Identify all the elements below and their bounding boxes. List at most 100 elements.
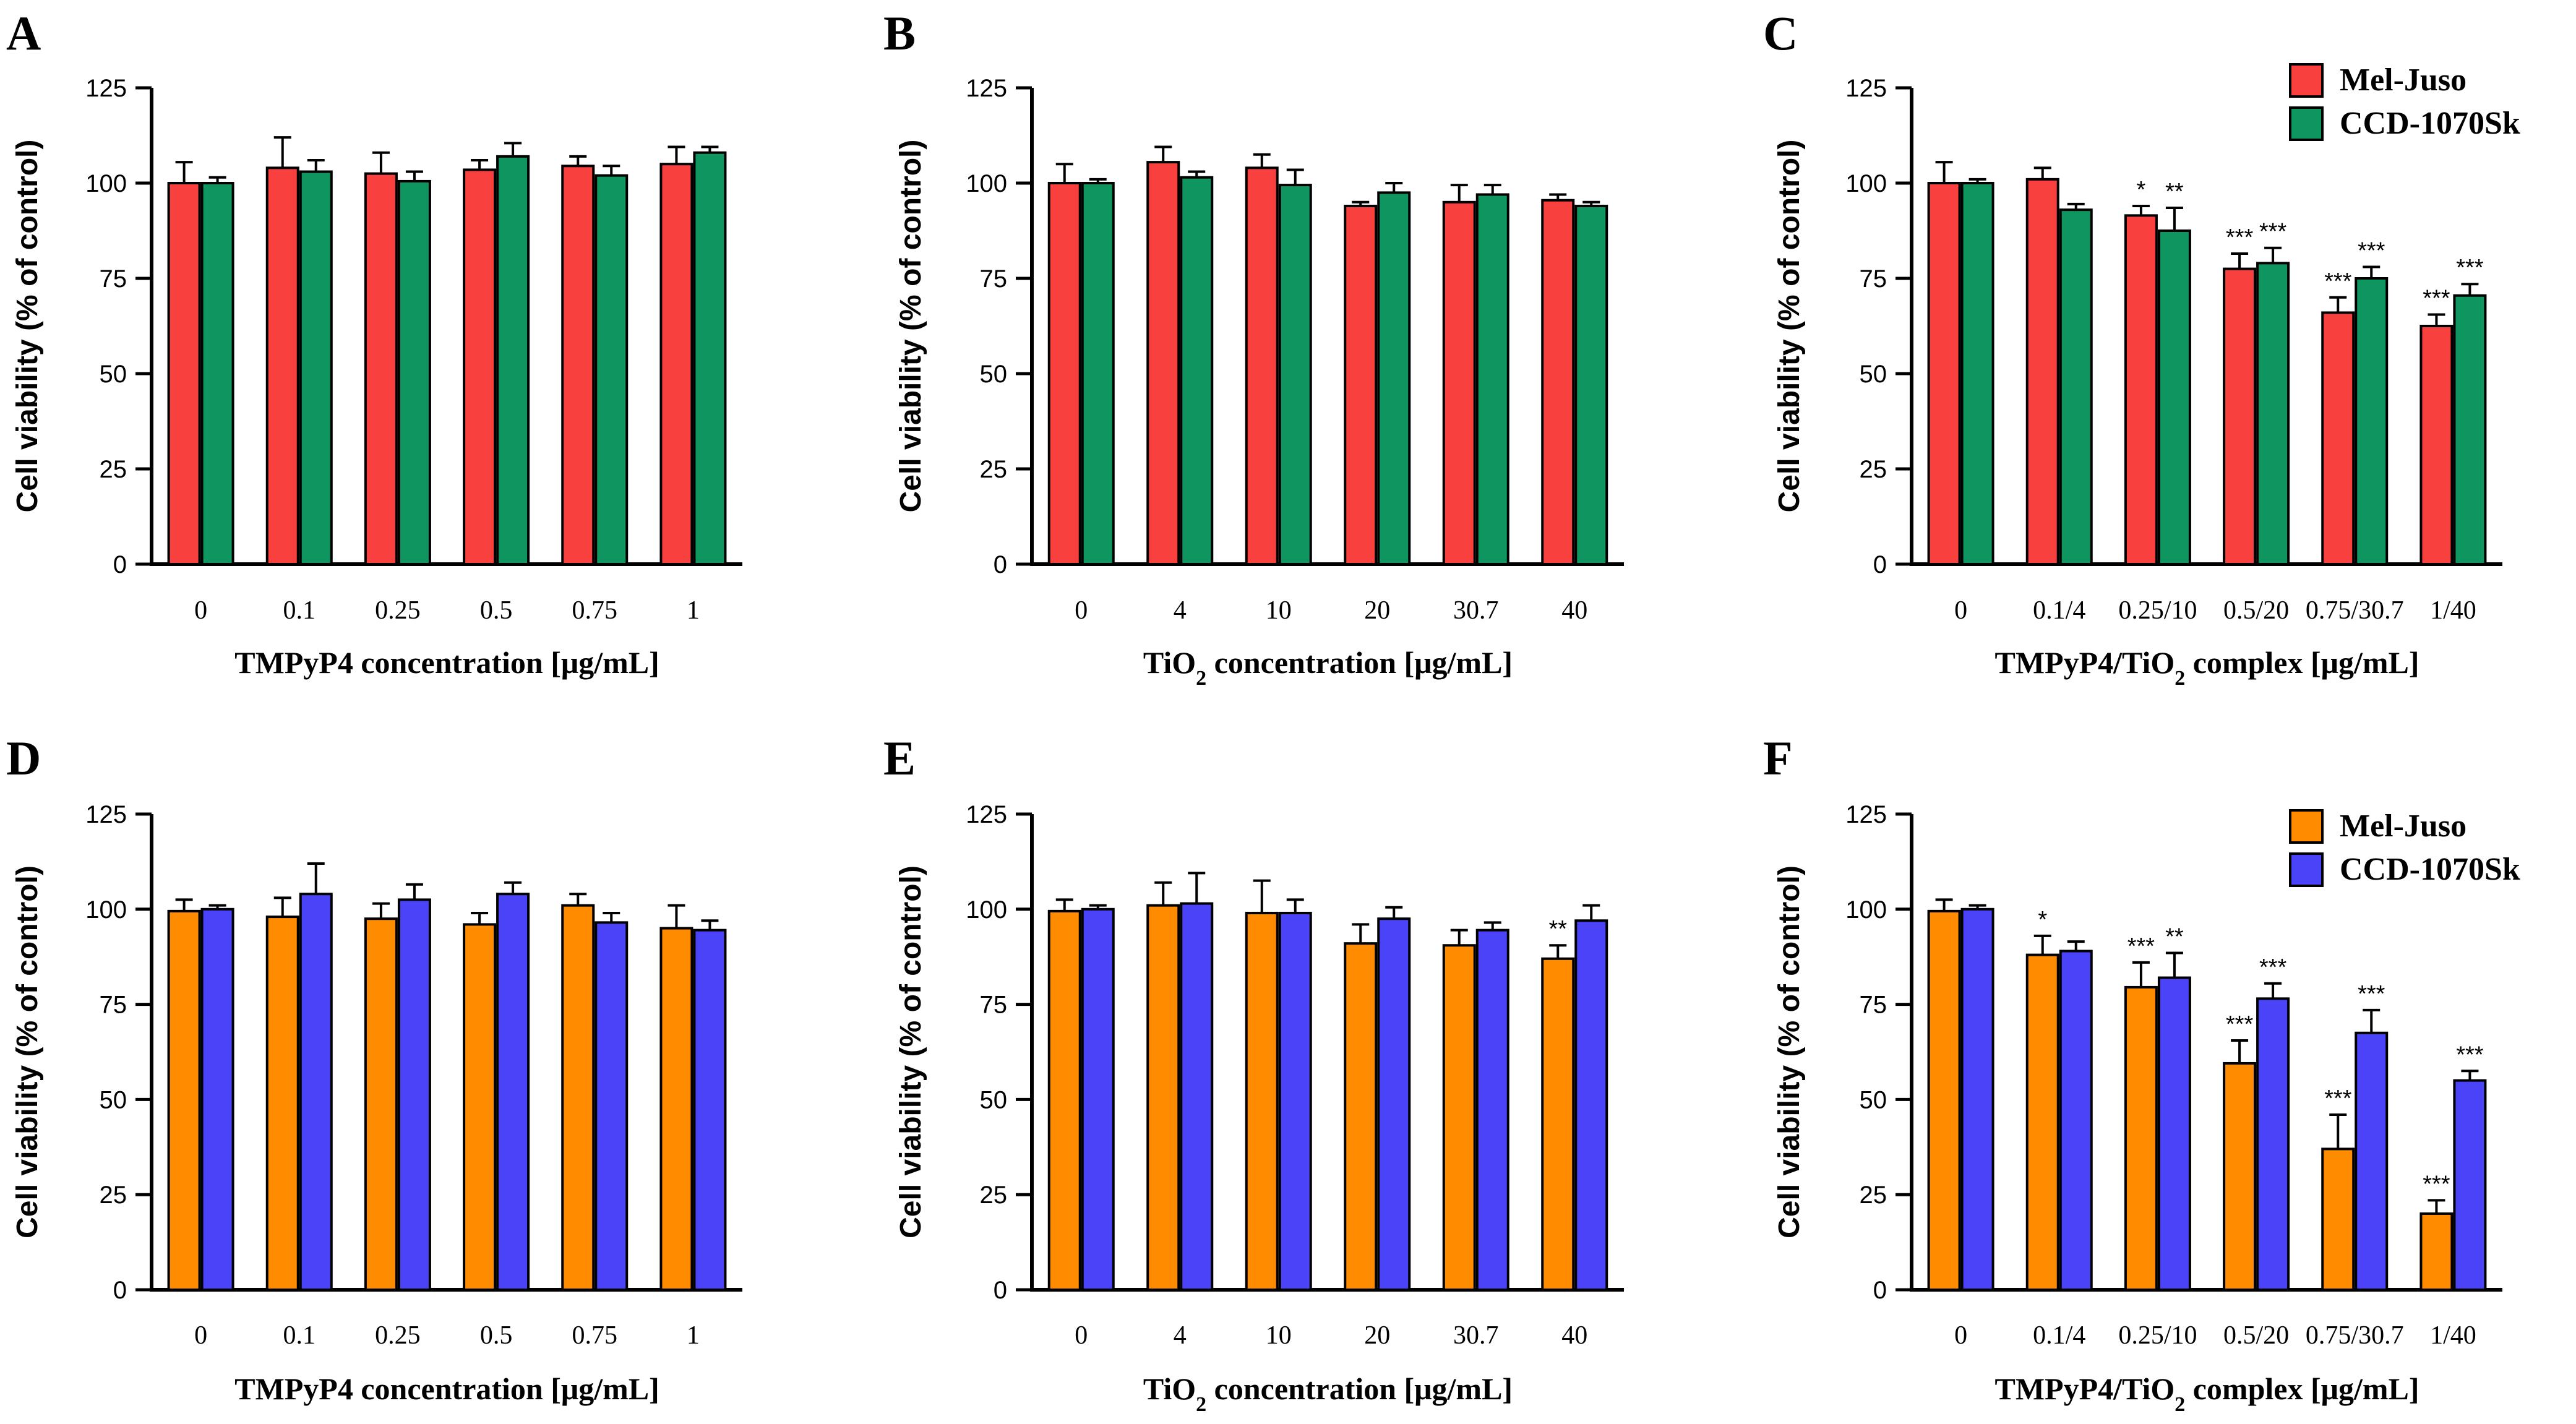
x-tick-label: 0.25/10 <box>2118 1321 2197 1350</box>
panel-label-c: C <box>1763 6 1798 60</box>
x-axis-title: TMPyP4 concentration [μg/mL] <box>234 1371 659 1406</box>
x-tick-label: 0 <box>1075 596 1088 625</box>
y-tick-label: 125 <box>966 75 1007 102</box>
panel-label-a: A <box>6 6 41 60</box>
bar-ccd-1070sk <box>299 170 333 565</box>
legend-label: Mel-Juso <box>2340 809 2467 844</box>
y-tick-label: 50 <box>1860 1086 1887 1113</box>
y-tick-label: 0 <box>994 551 1007 578</box>
y-tick-label: 25 <box>100 1182 127 1209</box>
y-tick-label: 25 <box>1860 1182 1887 1209</box>
y-tick-label: 75 <box>100 992 127 1019</box>
x-tick-label: 20 <box>1364 596 1390 625</box>
bar-ccd-1070sk <box>693 929 727 1291</box>
bar-mel-juso <box>1047 909 1081 1291</box>
bar-ccd-1070sk <box>595 174 629 565</box>
bar-ccd-1070sk <box>1960 907 1994 1292</box>
x-axis-title: TiO2 concentration [μg/mL] <box>1143 645 1513 690</box>
significance-label: *** <box>2358 981 2385 1007</box>
x-tick-label: 30.7 <box>1453 596 1499 625</box>
bar-mel-juso <box>1047 182 1081 565</box>
bar-mel-juso <box>659 163 693 565</box>
bar-mel-juso <box>1146 161 1180 565</box>
x-tick-label: 0 <box>1954 596 1967 625</box>
panel-label-f: F <box>1763 731 1793 785</box>
bar-mel-juso <box>561 904 595 1291</box>
legend-label: CCD-1070Sk <box>2340 106 2520 141</box>
bar-ccd-1070sk <box>1574 919 1608 1291</box>
significance-label: * <box>2137 177 2146 203</box>
bar-mel-juso <box>1442 944 1476 1291</box>
y-tick-label: 75 <box>980 265 1008 293</box>
x-tick-label: 0.1 <box>283 1321 316 1350</box>
x-axis-title: TMPyP4 concentration [μg/mL] <box>234 645 659 680</box>
significance-label: *** <box>2127 933 2155 959</box>
y-tick-label: 75 <box>1860 265 1887 293</box>
bar-mel-juso <box>2025 953 2059 1291</box>
y-tick-label: 100 <box>85 170 127 197</box>
y-tick-label: 100 <box>1845 896 1887 924</box>
y-tick-label: 75 <box>1860 992 1887 1019</box>
significance-label: *** <box>2259 954 2287 980</box>
panel-d: D 0 25 50 75 100 125 Cell viability (% of contr… <box>6 731 742 1406</box>
bar-mel-juso <box>2223 267 2257 565</box>
x-axis-title: TMPyP4/TiO2 complex [μg/mL] <box>1994 1371 2419 1416</box>
x-axis-title-part: TiO <box>1143 1371 1196 1406</box>
bar-mel-juso <box>561 165 595 565</box>
x-tick-label: 0.25/10 <box>2118 596 2197 625</box>
bar-ccd-1070sk <box>2157 976 2191 1291</box>
y-tick-label: 125 <box>966 801 1007 828</box>
x-axis-title-part: concentration [μg/mL] <box>1206 645 1513 680</box>
bar-mel-juso <box>2223 1062 2257 1292</box>
x-tick-label: 1 <box>687 1321 700 1350</box>
x-tick-label: 1/40 <box>2430 1321 2476 1350</box>
x-tick-label: 0.75 <box>572 1321 618 1350</box>
bar-mel-juso <box>1541 199 1575 566</box>
bar-ccd-1070sk <box>496 155 530 565</box>
panel-label-b: B <box>883 6 916 60</box>
bar-mel-juso <box>265 916 299 1291</box>
significance-label: *** <box>2226 1011 2254 1037</box>
x-axis-title-subscript: 2 <box>2175 1393 2185 1416</box>
x-axis-title-part: TMPyP4/TiO <box>1994 1371 2175 1406</box>
bar-mel-juso <box>265 166 299 565</box>
x-axis-title-subscript: 2 <box>2175 667 2185 690</box>
x-tick-label: 0.5/20 <box>2223 596 2289 625</box>
bar-ccd-1070sk <box>595 921 629 1292</box>
y-tick-label: 25 <box>980 456 1008 483</box>
y-tick-label: 100 <box>966 896 1007 924</box>
bar-ccd-1070sk <box>1278 911 1312 1291</box>
x-tick-label: 0.25 <box>375 596 421 625</box>
panel-c: C 0 25 50 75 100 125 Cell viability (% of contr… <box>1763 6 2502 690</box>
x-axis-title-part: TMPyP4/TiO <box>1994 645 2175 680</box>
y-axis-title: Cell viability (% of control) <box>11 865 44 1238</box>
bar-mel-juso <box>2321 1147 2355 1291</box>
y-tick-label: 0 <box>113 1277 127 1304</box>
significance-label: *** <box>2423 1171 2450 1197</box>
significance-label: ** <box>2165 924 2184 950</box>
bar-mel-juso <box>2025 178 2059 565</box>
y-tick-label: 125 <box>85 75 127 102</box>
bar-mel-juso <box>463 168 497 565</box>
bar-ccd-1070sk <box>2453 294 2487 565</box>
x-axis-title: TMPyP4/TiO2 complex [μg/mL] <box>1994 645 2419 690</box>
significance-label: ** <box>1548 916 1567 942</box>
x-tick-label: 0.1/4 <box>2033 596 2085 625</box>
significance-label: *** <box>2324 1086 2352 1112</box>
legend-top: Mel-Juso CCD-1070Sk <box>2289 62 2520 141</box>
y-tick-label: 25 <box>100 456 127 483</box>
x-tick-label: 40 <box>1561 1321 1587 1350</box>
x-tick-label: 0.1 <box>283 596 316 625</box>
bar-ccd-1070sk <box>200 907 234 1292</box>
y-tick-label: 50 <box>980 361 1008 388</box>
bar-mel-juso <box>2419 325 2454 565</box>
x-tick-label: 0 <box>194 596 207 625</box>
significance-label: *** <box>2456 255 2484 281</box>
bar-ccd-1070sk <box>2355 277 2389 565</box>
x-tick-label: 40 <box>1561 596 1587 625</box>
legend-swatch <box>2289 852 2324 887</box>
bar-ccd-1070sk <box>1081 182 1115 565</box>
bar-ccd-1070sk <box>2453 1079 2487 1291</box>
bar-mel-juso <box>1344 942 1378 1291</box>
